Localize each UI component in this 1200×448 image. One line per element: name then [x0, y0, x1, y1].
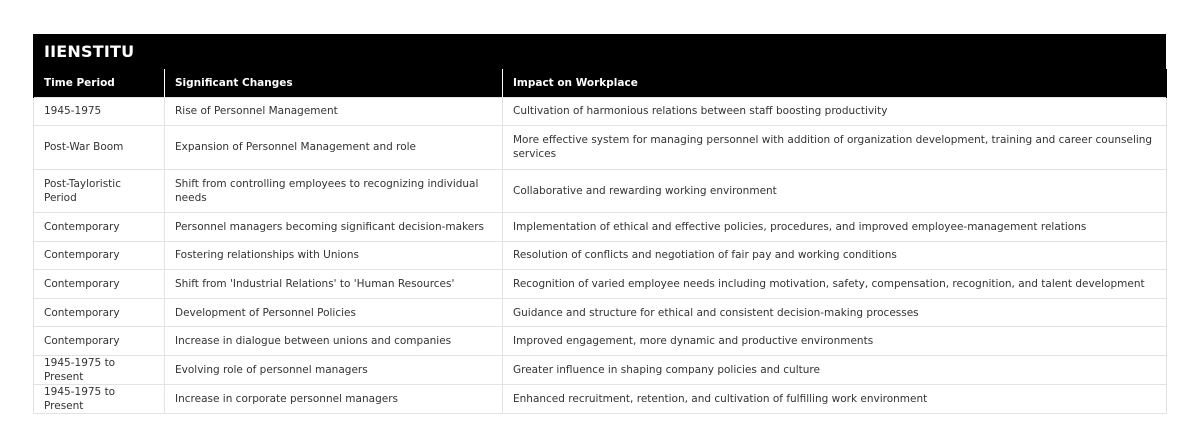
table-row: 1945-1975 to Present Evolving role of pe… — [33, 355, 1167, 386]
cell-significant-change: Increase in corporate personnel managers — [164, 384, 503, 415]
table-row: Contemporary Development of Personnel Po… — [33, 297, 1167, 328]
cell-time-period: Post-War Boom — [33, 125, 165, 170]
cell-impact: Collaborative and rewarding working envi… — [502, 168, 1167, 214]
table-row: Contemporary Increase in dialogue betwee… — [33, 326, 1167, 357]
table-row: 1945-1975 Rise of Personnel Management C… — [33, 96, 1167, 127]
cell-time-period: Post-Tayloristic Period — [33, 168, 165, 214]
table-row: Contemporary Fostering relationships wit… — [33, 240, 1167, 271]
cell-impact: Enhanced recruitment, retention, and cul… — [502, 384, 1167, 415]
cell-significant-change: Shift from 'Industrial Relations' to 'Hu… — [164, 269, 503, 299]
cell-significant-change: Fostering relationships with Unions — [164, 240, 503, 271]
cell-time-period: 1945-1975 to Present — [33, 384, 165, 415]
table-row: Contemporary Shift from 'Industrial Rela… — [33, 269, 1167, 299]
cell-significant-change: Expansion of Personnel Management and ro… — [164, 125, 503, 170]
table-row: Post-War Boom Expansion of Personnel Man… — [33, 125, 1167, 170]
cell-significant-change: Rise of Personnel Management — [164, 96, 503, 127]
cell-impact: Guidance and structure for ethical and c… — [502, 297, 1167, 328]
column-header-time-period: Time Period — [33, 69, 165, 97]
cell-impact: Cultivation of harmonious relations betw… — [502, 96, 1167, 127]
table-row: 1945-1975 to Present Increase in corpora… — [33, 384, 1167, 415]
history-table: Time Period Significant Changes Impact o… — [33, 69, 1167, 415]
cell-time-period: Contemporary — [33, 269, 165, 299]
cell-significant-change: Increase in dialogue between unions and … — [164, 326, 503, 357]
table-header-row: Time Period Significant Changes Impact o… — [33, 69, 1167, 97]
cell-time-period: 1945-1975 — [33, 96, 165, 127]
cell-impact: Recognition of varied employee needs inc… — [502, 269, 1167, 299]
table-row: Contemporary Personnel managers becoming… — [33, 212, 1167, 242]
column-header-significant-changes: Significant Changes — [164, 69, 503, 97]
column-header-impact: Impact on Workplace — [502, 69, 1167, 97]
cell-time-period: 1945-1975 to Present — [33, 355, 165, 386]
cell-significant-change: Evolving role of personnel managers — [164, 355, 503, 386]
brand-title: IIENSTITU — [44, 42, 135, 61]
cell-time-period: Contemporary — [33, 240, 165, 271]
cell-significant-change: Personnel managers becoming significant … — [164, 212, 503, 242]
cell-impact: Improved engagement, more dynamic and pr… — [502, 326, 1167, 357]
table-row: Post-Tayloristic Period Shift from contr… — [33, 168, 1167, 214]
brand-header: IIENSTITU — [33, 34, 1166, 69]
cell-impact: Implementation of ethical and effective … — [502, 212, 1167, 242]
cell-time-period: Contemporary — [33, 297, 165, 328]
cell-impact: Greater influence in shaping company pol… — [502, 355, 1167, 386]
cell-time-period: Contemporary — [33, 326, 165, 357]
cell-impact: More effective system for managing perso… — [502, 125, 1167, 170]
cell-impact: Resolution of conflicts and negotiation … — [502, 240, 1167, 271]
table-container: IIENSTITU Time Period Significant Change… — [33, 34, 1167, 415]
cell-time-period: Contemporary — [33, 212, 165, 242]
cell-significant-change: Shift from controlling employees to reco… — [164, 168, 503, 214]
cell-significant-change: Development of Personnel Policies — [164, 297, 503, 328]
